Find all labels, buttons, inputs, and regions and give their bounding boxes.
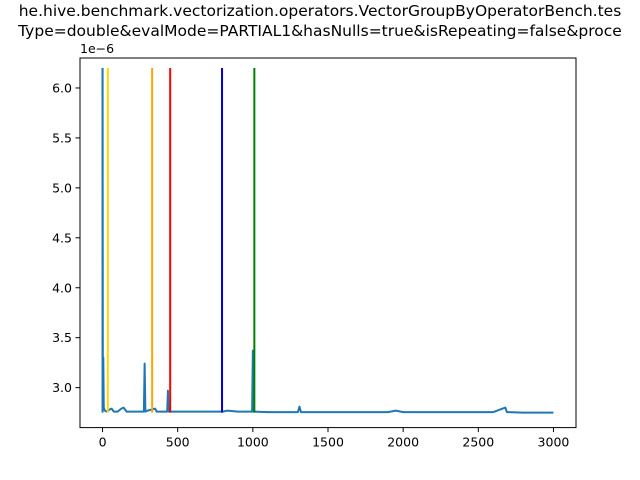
x-tick-label: 3000 [538, 435, 570, 450]
plot-area [101, 67, 554, 414]
chart-title: he.hive.benchmark.vectorization.operator… [17, 2, 622, 40]
axes: 0 500 1000 1500 2000 2500 3000 3.0 3.5 4.0 4.5 5.0 5… [52, 80, 569, 449]
x-tick-label: 1000 [237, 435, 269, 450]
chart-title-line-1: he.hive.benchmark.vectorization.operator… [19, 2, 622, 20]
y-tick-label: 5.5 [52, 130, 72, 145]
y-tick-label: 3.5 [52, 330, 72, 345]
y-tick-label: 3.0 [52, 380, 72, 395]
x-tick-label: 1500 [312, 435, 344, 450]
chart-title-line-2: Type=double&evalMode=PARTIAL1&hasNulls=t… [17, 22, 622, 40]
y-tick-label: 6.0 [52, 80, 72, 95]
y-tick-label: 5.0 [52, 180, 72, 195]
x-tick-label: 0 [99, 435, 107, 450]
y-offset-label: 1e−6 [80, 41, 114, 56]
x-tick-label: 2000 [387, 435, 419, 450]
x-tick-label: 2500 [462, 435, 494, 450]
axes-frame [79, 57, 577, 429]
y-tick-label: 4.0 [52, 280, 72, 295]
y-tick-label: 4.5 [52, 230, 72, 245]
x-tick-label: 500 [166, 435, 190, 450]
series-line-0 [101, 67, 554, 414]
